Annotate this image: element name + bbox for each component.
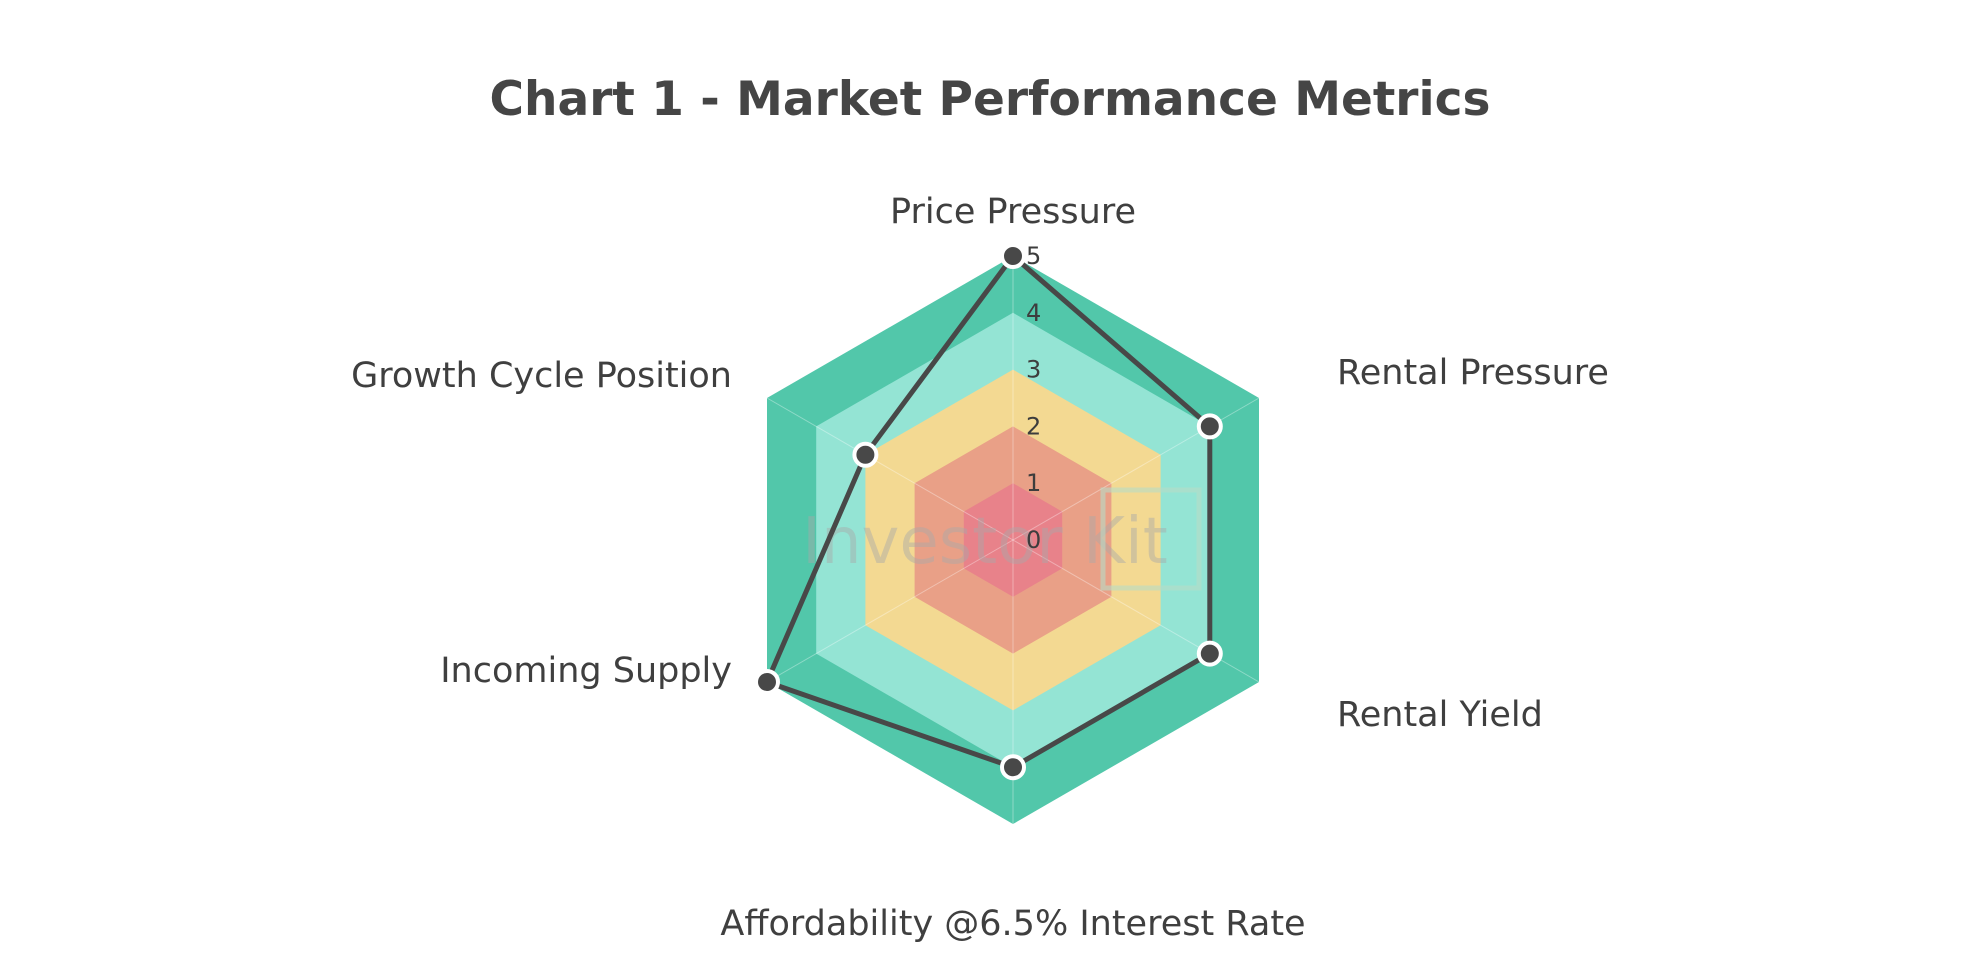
watermark-text: Investor Kit (802, 505, 1168, 579)
watermark-frame (1100, 487, 1202, 591)
axis-label: Rental Yield (1337, 695, 1543, 735)
axis-label: Incoming Supply (440, 651, 732, 691)
spoke-4 (766, 539, 1014, 683)
data-point-5 (852, 441, 879, 468)
series-score (754, 243, 1223, 781)
data-point-2 (1196, 640, 1223, 667)
watermark-logo: Investor Kit (802, 487, 1202, 591)
spoke-5 (766, 397, 1014, 541)
data-point-4 (754, 669, 780, 695)
tick-label: 1 (1026, 469, 1041, 497)
axis-labels: Price Pressure Rental Pressure Rental Yiel… (351, 192, 1609, 944)
data-point-3 (1000, 754, 1026, 781)
axis-label: Price Pressure (890, 192, 1136, 232)
radar-bands (767, 256, 1259, 824)
tick-label: 2 (1026, 412, 1041, 440)
axis-label: Rental Pressure (1337, 353, 1609, 393)
tick-label: 4 (1026, 299, 1041, 327)
data-point-0 (1000, 243, 1026, 269)
tick-label: 3 (1026, 356, 1041, 384)
axis-label: Growth Cycle Position (351, 356, 732, 396)
band-0-1 (963, 483, 1063, 597)
tick-label: 5 (1026, 242, 1041, 270)
data-point-1 (1196, 413, 1223, 440)
axis-label: Affordability @6.5% Interest Rate (720, 904, 1305, 944)
radial-tick-labels: 0 1 2 3 4 5 (1026, 242, 1041, 554)
tick-label: 0 (1026, 526, 1041, 554)
chart-title: Chart 1 - Market Performance Metrics (489, 72, 1491, 127)
